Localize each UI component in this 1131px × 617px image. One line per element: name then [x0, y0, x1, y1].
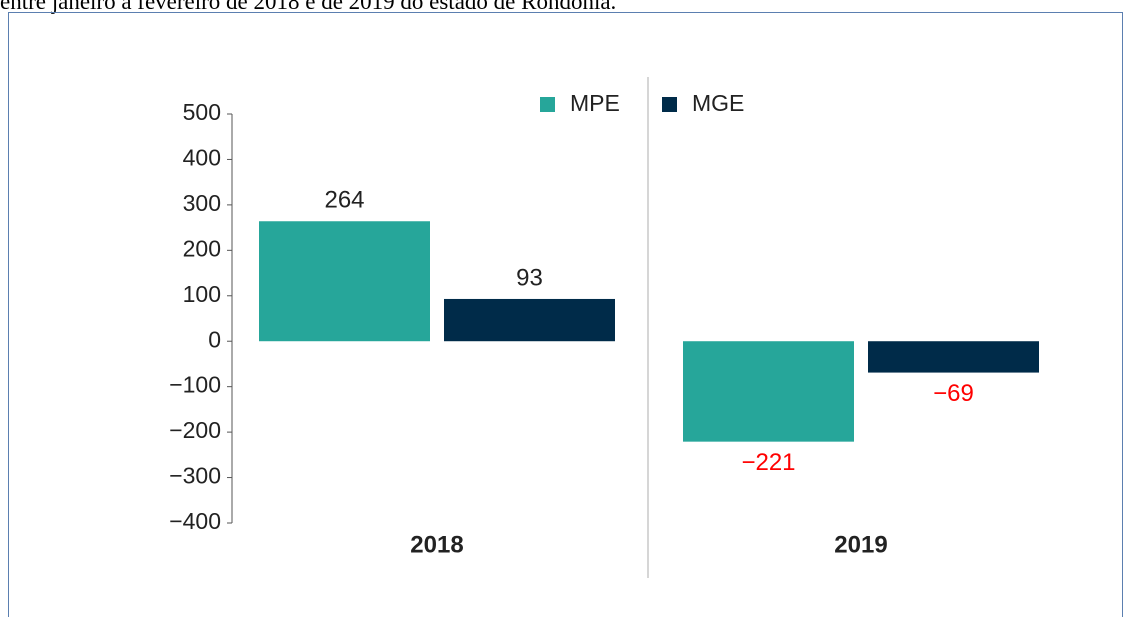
legend-label: MGE — [692, 90, 744, 116]
data-label: −221 — [741, 449, 795, 476]
y-tick-label: 0 — [208, 326, 221, 352]
y-tick-label: −400 — [169, 508, 221, 534]
legend-label: MPE — [570, 90, 620, 116]
bar — [259, 221, 430, 342]
bar — [868, 341, 1039, 373]
y-tick-label: 300 — [183, 190, 221, 216]
y-tick-label: 400 — [183, 145, 221, 171]
x-tick-label: 2019 — [834, 531, 887, 558]
y-tick-label: −100 — [169, 372, 221, 398]
legend-swatch — [540, 97, 555, 112]
caption: entre janeiro a fevereiro de 2018 e de 2… — [0, 0, 616, 14]
x-tick-label: 2018 — [410, 531, 463, 558]
data-label: −69 — [933, 380, 974, 407]
data-label: 93 — [516, 264, 543, 291]
bar — [444, 298, 615, 342]
frame — [8, 12, 1123, 617]
y-tick-label: 500 — [183, 99, 221, 125]
bar — [683, 341, 854, 442]
y-tick-label: 100 — [183, 281, 221, 307]
y-tick-label: −200 — [169, 417, 221, 443]
y-tick-label: 200 — [183, 235, 221, 261]
y-tick-label: −300 — [169, 463, 221, 489]
data-label: 264 — [324, 187, 364, 214]
legend-swatch — [662, 97, 677, 112]
